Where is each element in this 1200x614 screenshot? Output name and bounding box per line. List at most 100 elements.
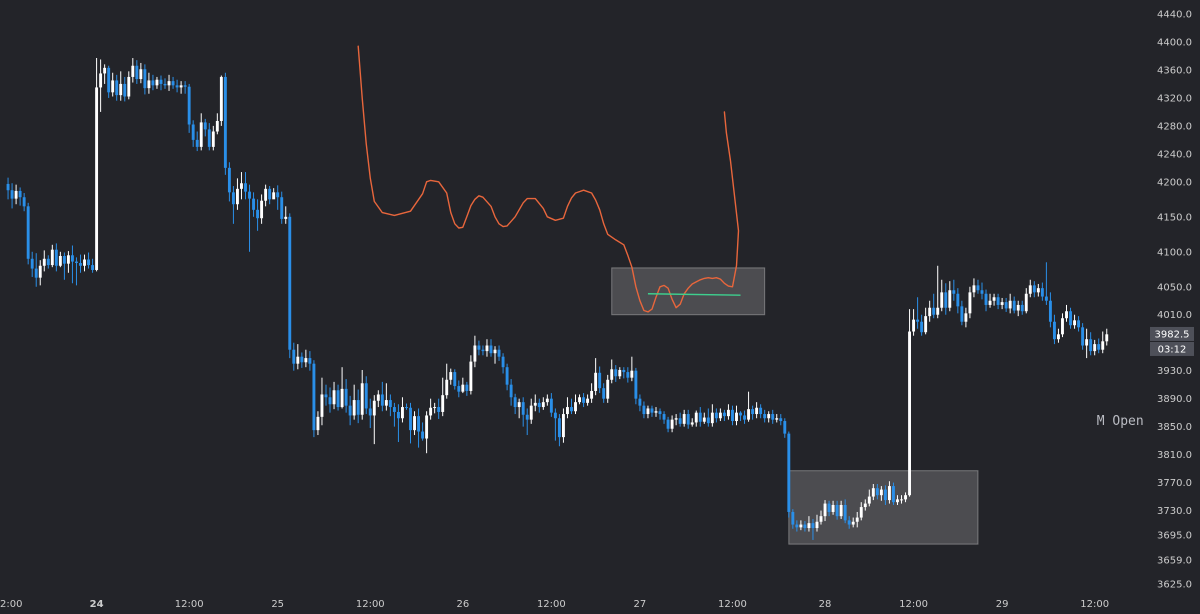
candle	[179, 81, 183, 94]
candle-body	[14, 190, 18, 199]
candle	[682, 409, 686, 427]
candle-body	[159, 79, 163, 84]
candle-body	[481, 349, 485, 352]
candle	[384, 383, 388, 411]
candle-body	[139, 69, 143, 80]
candle	[481, 345, 485, 356]
candle	[827, 500, 831, 517]
candle	[336, 384, 340, 411]
candle	[328, 387, 332, 413]
candle-body	[449, 372, 453, 380]
candle-body	[207, 129, 211, 147]
time-axis[interactable]: 12:00 24 12:00 25 12:00 26 12:00 27 12:00 28 12:00…	[0, 599, 1109, 610]
candle	[1000, 297, 1004, 310]
candle	[360, 369, 364, 420]
candle	[429, 398, 433, 420]
candle-body	[405, 407, 408, 409]
candle	[46, 255, 50, 269]
candle	[710, 404, 714, 427]
price-tick-label: 4100.0	[1157, 247, 1192, 258]
candle	[159, 75, 163, 91]
candle-body	[1012, 300, 1016, 311]
candle-body	[863, 503, 867, 508]
candle	[1069, 307, 1072, 329]
candle-body	[489, 345, 493, 354]
candle	[525, 408, 529, 436]
candle-body	[807, 523, 811, 529]
candle	[1089, 332, 1093, 356]
candle-body	[787, 433, 791, 512]
candle-body	[706, 417, 710, 424]
candle-body	[211, 131, 215, 147]
candle	[280, 191, 284, 224]
rectangle-drawings[interactable]	[611, 267, 979, 545]
price-tick-label: 3810.0	[1157, 450, 1192, 461]
candle	[1061, 313, 1064, 338]
candle-body	[1097, 344, 1101, 350]
candle	[590, 383, 594, 403]
candle-body	[445, 379, 449, 396]
candle	[875, 483, 879, 500]
candle	[240, 172, 243, 200]
highlight-rectangle-1[interactable]	[611, 267, 766, 316]
annotations[interactable]	[357, 45, 741, 313]
price-axis[interactable]: 4440.0 4400.0 4360.0 4320.0 4280.0 4240.0 4200…	[1157, 9, 1192, 590]
candle-body	[545, 398, 549, 403]
candle	[95, 58, 99, 272]
candle-body	[871, 488, 875, 497]
candle	[819, 510, 823, 525]
candle-body	[465, 384, 469, 391]
candle	[376, 390, 380, 408]
m-open-annotation[interactable]: M Open	[1097, 414, 1144, 429]
candle	[1024, 288, 1028, 314]
candle-body	[227, 167, 231, 193]
candle-body	[839, 504, 843, 517]
candle	[706, 408, 710, 427]
highlight-rectangle-2[interactable]	[788, 470, 979, 545]
candle-body	[582, 397, 586, 403]
time-tick-label: 24	[90, 599, 104, 610]
candle	[292, 342, 296, 371]
candle-body	[920, 321, 924, 333]
candle-body	[236, 188, 239, 205]
candle	[1028, 279, 1032, 298]
candle	[260, 194, 264, 224]
candle	[747, 391, 751, 422]
candle	[1040, 282, 1044, 301]
candle-body	[952, 290, 956, 294]
candle-body	[574, 402, 577, 412]
candle	[215, 113, 219, 135]
candle-body	[827, 503, 831, 512]
candle	[344, 379, 348, 413]
candle-body	[1105, 334, 1109, 342]
candle	[501, 353, 505, 374]
candle	[155, 76, 159, 89]
time-tick-label: 12:00	[356, 599, 385, 610]
candle-body	[682, 414, 686, 424]
candle-body	[99, 73, 103, 88]
trend-line-1[interactable]	[647, 293, 741, 296]
candle-body	[590, 390, 594, 399]
candle-body	[767, 414, 771, 419]
candle-body	[1020, 304, 1024, 312]
candle-body	[513, 397, 517, 408]
time-tick-label: 28	[819, 599, 832, 610]
time-tick-label: 27	[634, 599, 647, 610]
candle-body	[348, 405, 352, 416]
candle	[726, 404, 730, 420]
candle-body	[276, 192, 280, 198]
candle-body	[320, 394, 324, 417]
candle-body	[46, 258, 50, 266]
candle-body	[517, 402, 521, 408]
candle	[356, 389, 360, 424]
candle-body	[409, 407, 412, 431]
candle	[405, 403, 408, 410]
candle-body	[521, 402, 525, 415]
candle-body	[26, 206, 30, 259]
candle	[686, 409, 690, 429]
freehand-projection-path[interactable]	[357, 45, 740, 313]
candle-body	[183, 85, 187, 87]
candle-body	[904, 495, 907, 500]
